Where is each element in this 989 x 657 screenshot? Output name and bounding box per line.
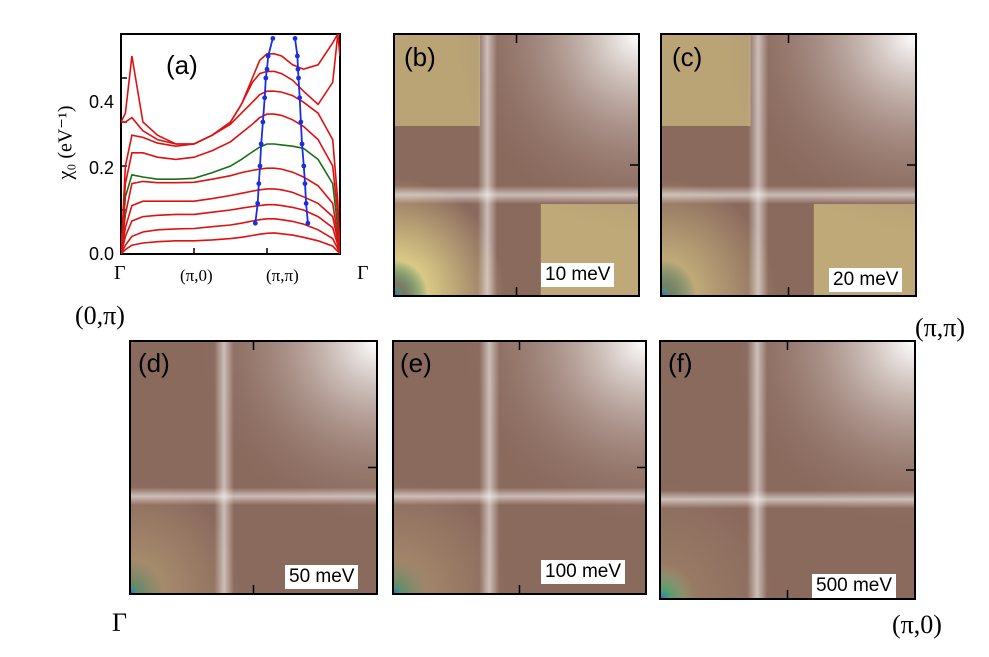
- peak-point: [305, 220, 311, 226]
- map-gamma-gradient: [395, 35, 638, 295]
- peak-point: [303, 201, 309, 206]
- peak-point: [298, 119, 304, 125]
- energy-label-e: 100 meV: [541, 560, 626, 584]
- map-vertical-ridge: [477, 35, 498, 295]
- map-horizontal-ridge: [131, 487, 376, 506]
- map-vertical-ridge: [479, 342, 500, 593]
- series-line-curve-6: [121, 143, 340, 254]
- series-line-curve-10: [121, 34, 340, 145]
- series-line-curve-3: [121, 203, 340, 254]
- peak-point: [270, 36, 276, 41]
- map-panel-d: [129, 340, 378, 595]
- panel-label-a: (a): [166, 50, 198, 80]
- series-line-curve-4: [121, 188, 340, 254]
- series-line-curve-1: [121, 232, 340, 254]
- corner-label-bottom-left: Γ: [112, 608, 128, 637]
- panel-label-b: (b): [404, 42, 436, 72]
- corner-label-top-left: (0,π): [75, 301, 125, 330]
- ytick-label: 0.2: [88, 158, 114, 178]
- map-panel-f: [659, 340, 916, 600]
- ytick-label: 0.4: [88, 92, 114, 112]
- chi0-line-chart: [120, 33, 341, 255]
- peak-point: [296, 75, 301, 81]
- peak-point: [265, 53, 271, 59]
- map-f-image: [661, 342, 914, 598]
- series-line-curve-2: [121, 218, 340, 254]
- peak-point: [295, 66, 301, 72]
- xtick-label: Γ: [357, 262, 369, 284]
- peak-point: [263, 75, 269, 81]
- xtick-label: Γ: [114, 262, 126, 284]
- xtick-label: (π,0): [180, 266, 213, 285]
- peak-point: [252, 220, 258, 226]
- y-axis-label: χ₀ (eV⁻¹): [54, 105, 77, 180]
- map-vertical-ridge: [748, 35, 769, 295]
- map-panel-e: [392, 340, 647, 595]
- peak-point: [297, 95, 303, 101]
- peak-point: [255, 201, 261, 206]
- panel-label-e: (e): [400, 348, 432, 378]
- peak-point: [264, 66, 270, 72]
- map-gamma-gradient: [662, 35, 915, 295]
- peak-point: [256, 181, 262, 187]
- map-gamma-gradient: [131, 342, 376, 593]
- peak-point: [292, 36, 298, 41]
- map-vertical-ridge: [747, 342, 768, 598]
- energy-label-f: 500 meV: [812, 574, 897, 598]
- series-line-curve-8: [121, 90, 340, 254]
- xtick-label: (π,π): [266, 266, 299, 285]
- peak-point: [257, 163, 263, 169]
- peak-point: [294, 53, 300, 59]
- peak-point: [299, 141, 305, 147]
- map-horizontal-ridge: [662, 185, 915, 204]
- map-c-image: [662, 35, 915, 295]
- corner-label-bottom-right: (π,0): [892, 610, 942, 639]
- ytick-label: 0.0: [88, 244, 114, 264]
- corner-label-top-right: (π,π): [915, 313, 966, 342]
- map-horizontal-ridge: [661, 490, 914, 509]
- map-b-image: [395, 35, 638, 295]
- peak-point: [260, 119, 266, 125]
- energy-label-d: 50 meV: [285, 565, 359, 589]
- map-e-image: [394, 342, 645, 593]
- series-line-curve-7: [121, 113, 340, 254]
- series-line-curve-5: [121, 167, 340, 254]
- map-vertical-ridge: [214, 342, 234, 593]
- panel-label-c: (c): [672, 42, 703, 72]
- map-gamma-gradient: [394, 342, 645, 593]
- map-gamma-gradient: [661, 342, 914, 598]
- peak-point: [262, 95, 268, 101]
- peak-point: [301, 163, 307, 169]
- peak-point: [258, 141, 264, 147]
- panel-label-f: (f): [668, 348, 693, 378]
- map-horizontal-ridge: [394, 487, 645, 506]
- energy-label-b: 10 meV: [541, 263, 615, 287]
- map-horizontal-ridge: [395, 185, 638, 204]
- panel-label-d: (d): [138, 348, 170, 378]
- map-panel-c: [660, 33, 917, 297]
- energy-label-c: 20 meV: [829, 268, 903, 292]
- peak-point: [302, 181, 308, 187]
- chart-frame: [120, 33, 341, 255]
- map-panel-b: [393, 33, 640, 297]
- series-line-curve-9: [121, 34, 340, 145]
- map-d-image: [131, 342, 376, 593]
